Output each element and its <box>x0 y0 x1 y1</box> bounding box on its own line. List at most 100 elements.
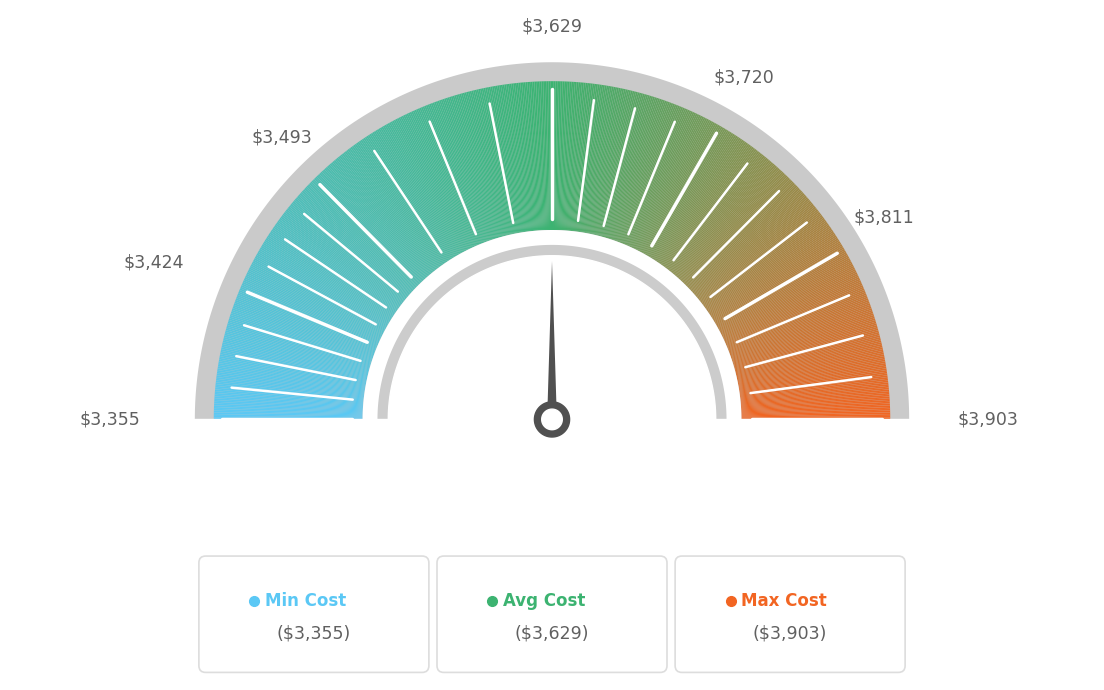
Polygon shape <box>310 181 417 287</box>
Polygon shape <box>219 362 365 388</box>
Polygon shape <box>741 393 890 406</box>
Polygon shape <box>700 209 818 302</box>
Polygon shape <box>379 128 456 257</box>
Polygon shape <box>490 86 519 233</box>
Polygon shape <box>741 382 889 400</box>
Polygon shape <box>541 81 548 230</box>
Polygon shape <box>679 168 779 279</box>
Polygon shape <box>667 150 758 269</box>
Polygon shape <box>413 110 475 247</box>
Polygon shape <box>534 81 543 230</box>
Polygon shape <box>741 386 889 402</box>
Polygon shape <box>742 417 890 420</box>
Polygon shape <box>561 81 570 230</box>
Polygon shape <box>217 365 365 390</box>
Polygon shape <box>584 86 612 233</box>
Polygon shape <box>728 292 866 348</box>
Polygon shape <box>220 354 367 384</box>
Polygon shape <box>241 285 379 345</box>
Polygon shape <box>681 173 785 282</box>
Polygon shape <box>739 356 884 385</box>
Polygon shape <box>363 138 447 262</box>
Polygon shape <box>728 293 867 350</box>
Polygon shape <box>736 339 881 375</box>
Polygon shape <box>368 135 449 261</box>
Polygon shape <box>478 89 511 235</box>
Polygon shape <box>246 272 382 338</box>
Polygon shape <box>473 90 509 235</box>
Polygon shape <box>352 146 440 267</box>
Polygon shape <box>689 186 798 290</box>
Polygon shape <box>534 402 570 437</box>
Polygon shape <box>694 197 808 295</box>
Polygon shape <box>273 228 396 313</box>
Text: ($3,629): ($3,629) <box>514 624 590 642</box>
Polygon shape <box>443 99 491 240</box>
Polygon shape <box>586 87 615 233</box>
Polygon shape <box>715 249 845 325</box>
Polygon shape <box>287 208 404 302</box>
Polygon shape <box>595 90 631 235</box>
FancyBboxPatch shape <box>437 556 667 673</box>
Polygon shape <box>712 238 839 319</box>
Polygon shape <box>566 82 578 230</box>
Polygon shape <box>741 400 890 409</box>
Polygon shape <box>735 333 880 373</box>
Polygon shape <box>583 86 608 233</box>
Polygon shape <box>625 108 684 245</box>
Polygon shape <box>391 121 463 253</box>
Polygon shape <box>699 205 815 300</box>
Polygon shape <box>252 263 384 333</box>
Polygon shape <box>711 237 838 318</box>
Polygon shape <box>700 208 817 302</box>
Polygon shape <box>576 84 598 232</box>
Polygon shape <box>648 128 725 257</box>
Polygon shape <box>230 317 372 363</box>
Polygon shape <box>581 85 605 233</box>
Polygon shape <box>371 133 452 259</box>
Polygon shape <box>225 332 369 371</box>
Polygon shape <box>559 81 566 230</box>
Polygon shape <box>514 83 532 231</box>
Polygon shape <box>246 274 381 339</box>
Polygon shape <box>640 121 712 253</box>
Polygon shape <box>726 288 864 347</box>
Polygon shape <box>614 100 665 241</box>
Polygon shape <box>477 89 511 235</box>
Polygon shape <box>215 384 363 401</box>
Polygon shape <box>576 84 596 232</box>
Polygon shape <box>693 193 805 293</box>
Polygon shape <box>716 252 847 326</box>
Polygon shape <box>739 358 885 386</box>
Polygon shape <box>742 411 890 415</box>
Polygon shape <box>733 318 875 364</box>
Polygon shape <box>308 184 416 288</box>
Polygon shape <box>709 229 832 314</box>
Polygon shape <box>214 393 363 406</box>
Polygon shape <box>506 84 528 232</box>
Polygon shape <box>513 83 531 231</box>
Polygon shape <box>656 137 740 262</box>
Polygon shape <box>348 149 438 268</box>
Polygon shape <box>696 199 810 297</box>
Polygon shape <box>383 126 458 255</box>
Polygon shape <box>251 264 384 333</box>
Polygon shape <box>492 86 520 233</box>
Polygon shape <box>614 99 664 241</box>
Polygon shape <box>609 97 657 239</box>
Polygon shape <box>468 91 506 236</box>
Polygon shape <box>564 82 575 230</box>
Polygon shape <box>214 404 363 411</box>
Polygon shape <box>702 213 821 305</box>
Polygon shape <box>217 370 364 393</box>
Polygon shape <box>406 113 471 248</box>
Polygon shape <box>431 103 485 243</box>
Polygon shape <box>496 86 521 233</box>
Polygon shape <box>487 87 517 233</box>
Polygon shape <box>619 104 675 243</box>
Polygon shape <box>731 306 871 357</box>
Polygon shape <box>635 116 702 250</box>
Polygon shape <box>643 122 715 253</box>
Polygon shape <box>375 130 454 258</box>
Polygon shape <box>606 95 650 238</box>
